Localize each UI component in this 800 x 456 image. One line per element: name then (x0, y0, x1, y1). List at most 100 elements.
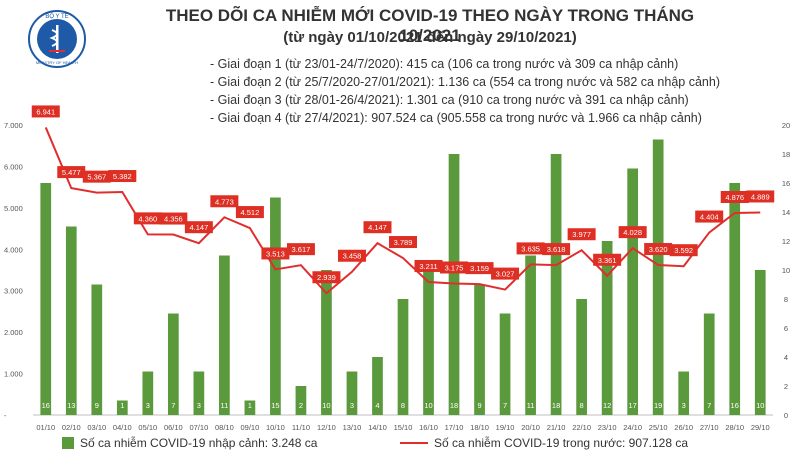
line-value-label-box (644, 243, 673, 256)
y-right-tick-label: 16 (782, 179, 790, 188)
line-value-label: 4.876 (725, 193, 744, 202)
bar-value-label: 1 (248, 401, 252, 410)
line-value-label-box (542, 243, 571, 256)
line-value-label-box (312, 271, 341, 284)
line-value-label-box (593, 253, 622, 266)
bar-value-label: 10 (756, 401, 764, 410)
header: BỘ Y TẾ MINISTRY OF HEALTH THEO DÕI CA NH… (0, 0, 800, 125)
bar-value-label: 1 (120, 401, 124, 410)
line-value-label: 5.477 (62, 168, 81, 177)
bar-value-label: 9 (477, 401, 481, 410)
line-value-label: 3.635 (521, 244, 540, 253)
bar-value-label: 11 (220, 401, 228, 410)
bar-value-label: 11 (527, 401, 535, 410)
bar-value-label: 10 (424, 401, 432, 410)
bar (652, 139, 664, 415)
x-tick-label: 03/10 (87, 423, 106, 432)
line-value-label-box (133, 212, 162, 225)
bar-value-label: 4 (375, 401, 379, 410)
phase-notes: - Giai đoạn 1 (từ 23/01-24/7/2020): 415 … (210, 55, 800, 127)
line-value-label-box (465, 262, 494, 275)
line-value-label: 4.773 (215, 197, 234, 206)
bar-value-label: 18 (552, 401, 560, 410)
x-tick-label: 05/10 (138, 423, 157, 432)
bar (474, 284, 485, 415)
legend-bar-swatch (62, 437, 74, 449)
line-value-label: 3.977 (572, 230, 591, 239)
y-right-tick-label: 18 (782, 150, 790, 159)
x-tick-label: 28/10 (725, 423, 744, 432)
line-value-label: 6.941 (36, 107, 55, 116)
bar (193, 371, 205, 415)
line-value-label: 5.367 (87, 173, 106, 182)
x-tick-label: 20/10 (521, 423, 540, 432)
line-value-label-box (618, 226, 647, 239)
bar (346, 371, 358, 415)
line-value-label: 4.889 (751, 192, 770, 201)
line-value-label: 3.211 (419, 262, 437, 271)
line-value-label: 4.512 (241, 208, 260, 217)
y-left-tick-label: 2.000 (4, 328, 23, 337)
y-right-tick-label: 20 (782, 121, 790, 130)
line-value-label: 4.360 (138, 214, 157, 223)
x-tick-label: 24/10 (623, 423, 642, 432)
y-left-tick-label: 5.000 (4, 204, 23, 213)
line-value-label: 3.592 (674, 246, 693, 255)
line-value-label: 3.159 (470, 264, 489, 273)
line-value-label-box (516, 242, 545, 255)
bar-value-label: 9 (95, 401, 99, 410)
bar (219, 255, 230, 415)
x-tick-label: 21/10 (547, 423, 566, 432)
bar (91, 284, 103, 415)
bar-value-label: 8 (580, 401, 584, 410)
x-tick-label: 11/10 (292, 423, 310, 432)
bar (729, 183, 741, 415)
y-left-tick-label: 3.000 (4, 287, 23, 296)
line-value-label-box (261, 247, 290, 260)
bar-value-label: 18 (450, 401, 458, 410)
line-value-label-box (159, 212, 188, 225)
bar-value-label: 2 (299, 401, 303, 410)
y-right-tick-label: 14 (782, 208, 790, 217)
bar-value-label: 17 (628, 401, 636, 410)
y-right-tick-label: 8 (784, 295, 788, 304)
y-left-tick-label: 6.000 (4, 162, 23, 171)
x-tick-label: 07/10 (189, 423, 208, 432)
bar (321, 270, 332, 415)
line-value-label: 3.513 (266, 249, 285, 258)
bar (448, 154, 460, 415)
bar (550, 154, 562, 415)
phase-note: - Giai đoạn 2 (từ 25/7/2020-27/01/2021):… (210, 75, 720, 89)
bar (397, 299, 409, 415)
line-value-label: 3.618 (547, 245, 566, 254)
logo-text: BỘ Y TẾ (45, 13, 68, 20)
phase-note: - Giai đoạn 4 (từ 27/4/2021): 907.524 ca… (210, 111, 702, 125)
bar-value-label: 8 (401, 401, 405, 410)
line-value-label: 4.404 (700, 213, 719, 222)
legend-bar-label: Số ca nhiễm COVID-19 nhập cảnh: 3.248 ca (80, 435, 318, 450)
y-right-tick-label: 2 (784, 382, 788, 391)
bar-value-label: 3 (682, 401, 686, 410)
line-value-label-box (695, 210, 724, 223)
line-value-label: 3.361 (598, 256, 617, 265)
x-tick-label: 16/10 (419, 423, 438, 432)
y-right-tick-label: 4 (784, 353, 788, 362)
bar (525, 255, 536, 415)
bar (244, 400, 256, 415)
x-tick-label: 06/10 (164, 423, 183, 432)
line-value-label-box (210, 195, 239, 208)
bar-value-label: 7 (707, 401, 711, 410)
line-value-label-box (363, 221, 392, 234)
x-tick-label: 13/10 (343, 423, 362, 432)
line-value-label: 3.175 (445, 263, 464, 272)
line-value-label-box (746, 190, 775, 203)
logo-subtext: MINISTRY OF HEALTH (36, 60, 78, 65)
bar-value-label: 7 (503, 401, 507, 410)
line-value-label: 4.147 (189, 223, 208, 232)
line-value-label-box (235, 206, 264, 219)
line-value-label: 3.789 (394, 238, 413, 247)
chart-subtitle: (từ ngày 01/10/2021 đến ngày 29/10/2021) (283, 29, 577, 46)
x-tick-label: 08/10 (215, 423, 234, 432)
bar (678, 371, 690, 415)
x-tick-label: 19/10 (496, 423, 515, 432)
